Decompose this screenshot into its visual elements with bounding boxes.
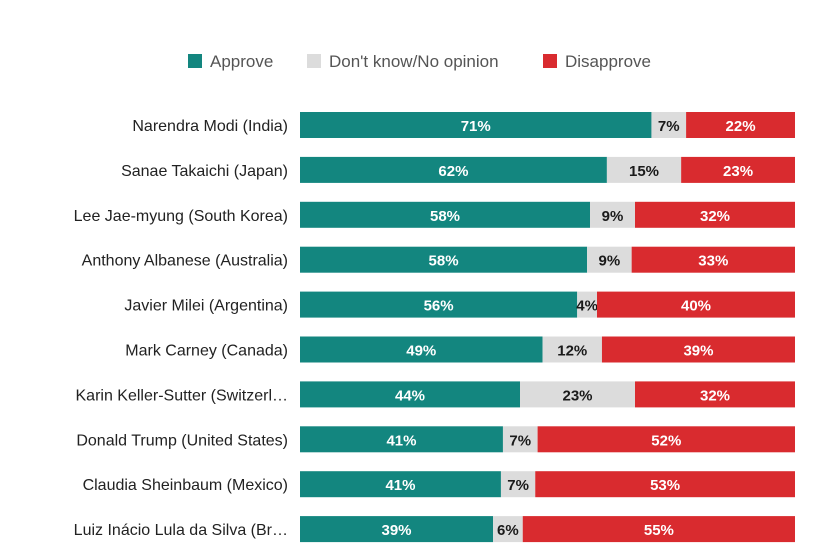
data-label: 62% (438, 163, 468, 180)
bar-segment-don-t-know-no-opinion (651, 112, 687, 138)
data-label: 12% (557, 343, 587, 360)
category-label: Anthony Albanese (Australia) (82, 253, 288, 270)
category-label: Mark Carney (Canada) (125, 343, 288, 360)
bar-segment-don-t-know-no-opinion (577, 291, 597, 318)
data-label: 9% (599, 253, 621, 270)
bar-segment-don-t-know-no-opinion (502, 426, 538, 453)
bar-segment-approve (300, 336, 543, 363)
legend-label: Disapprove (565, 52, 651, 71)
category-label: Javier Milei (Argentina) (124, 298, 288, 315)
bar-segment-disapprove (535, 471, 795, 498)
legend-swatch (188, 54, 202, 68)
data-label: 33% (698, 253, 728, 270)
bar-segment-disapprove (631, 246, 795, 273)
bar-segment-disapprove (635, 381, 795, 408)
bar-segment-don-t-know-no-opinion (606, 156, 682, 183)
bar-segment-don-t-know-no-opinion (587, 246, 632, 273)
bar-segment-approve (300, 426, 503, 453)
bar-segment-approve (300, 381, 520, 408)
data-label: 23% (723, 163, 753, 180)
data-label: 41% (386, 432, 416, 449)
data-label: 7% (658, 118, 680, 135)
data-label: 32% (700, 387, 730, 404)
data-label: 6% (497, 522, 519, 539)
bar-segment-approve (300, 201, 590, 228)
bar-segment-approve (300, 246, 588, 273)
legend-swatch (307, 54, 321, 68)
data-label: 22% (726, 118, 756, 135)
data-label: 58% (430, 208, 460, 225)
data-label: 44% (395, 387, 425, 404)
data-label: 40% (681, 298, 711, 315)
category-label: Sanae Takaichi (Japan) (121, 163, 288, 180)
bar-segment-don-t-know-no-opinion (520, 381, 635, 408)
category-label: Karin Keller-Sutter (Switzerl… (76, 387, 289, 404)
data-label: 56% (424, 298, 454, 315)
bar-segment-approve (300, 471, 501, 498)
data-label: 71% (461, 118, 491, 135)
legend-label: Approve (210, 52, 273, 71)
bar-segment-disapprove (601, 336, 795, 363)
data-label: 41% (385, 477, 415, 494)
data-label: 9% (602, 208, 624, 225)
data-label: 39% (382, 522, 412, 539)
data-label: 32% (700, 208, 730, 225)
data-label: 7% (507, 477, 529, 494)
category-label: Lee Jae-myung (South Korea) (74, 208, 288, 225)
bar-segment-don-t-know-no-opinion (542, 336, 602, 363)
bar-segment-disapprove (537, 426, 795, 453)
bar-segment-disapprove (522, 516, 795, 543)
category-label: Narendra Modi (India) (132, 118, 288, 135)
data-label: 15% (629, 163, 659, 180)
bar-segment-don-t-know-no-opinion (590, 201, 635, 228)
data-label: 39% (683, 343, 713, 360)
bar-segment-approve (300, 112, 652, 138)
bar-segment-approve (300, 516, 494, 543)
bar-segment-disapprove (686, 112, 795, 138)
bar-segment-don-t-know-no-opinion (500, 471, 536, 498)
data-label: 7% (509, 432, 531, 449)
data-label: 53% (650, 477, 680, 494)
bar-segment-disapprove (635, 201, 795, 228)
data-label: 49% (406, 343, 436, 360)
bar-segment-disapprove (597, 291, 795, 318)
category-label: Donald Trump (United States) (76, 432, 288, 449)
data-label: 4% (576, 298, 598, 315)
data-label: 52% (651, 432, 681, 449)
bar-segment-approve (300, 156, 607, 183)
legend-swatch (543, 54, 557, 68)
category-label: Claudia Sheinbaum (Mexico) (83, 477, 288, 494)
legend-label: Don't know/No opinion (329, 52, 499, 71)
bar-segment-don-t-know-no-opinion (493, 516, 523, 543)
category-label: Luiz Inácio Lula da Silva (Br… (74, 522, 288, 539)
data-label: 23% (562, 387, 592, 404)
data-label: 55% (644, 522, 674, 539)
bar-segment-approve (300, 291, 578, 318)
data-label: 58% (429, 253, 459, 270)
bar-segment-disapprove (681, 156, 795, 183)
